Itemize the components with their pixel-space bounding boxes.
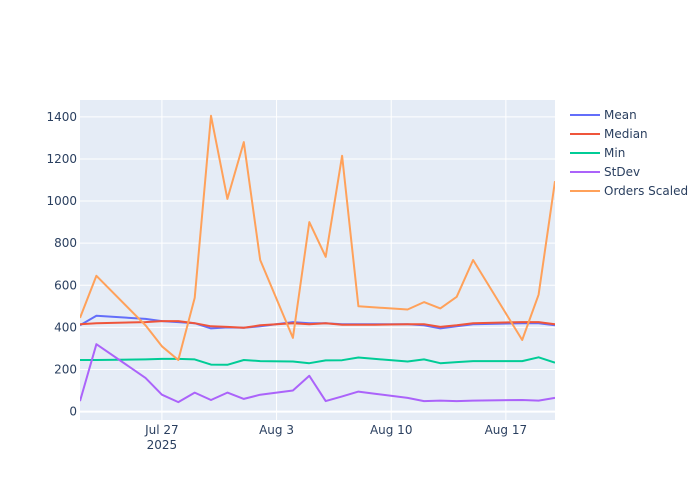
legend-item[interactable]: Median xyxy=(570,127,648,141)
y-tick-label: 1000 xyxy=(46,194,77,208)
y-tick-label: 800 xyxy=(54,236,77,250)
y-tick-label: 600 xyxy=(54,278,77,292)
legend-label: StDev xyxy=(604,165,640,179)
series-line-orders-scaled xyxy=(80,114,555,361)
series-lines xyxy=(80,114,555,404)
series-line-median xyxy=(80,320,555,329)
legend-item[interactable]: StDev xyxy=(570,165,640,179)
series-line-stdev xyxy=(80,343,555,404)
x-tick-label: Aug 10 xyxy=(370,423,413,437)
legend-item[interactable]: Min xyxy=(570,146,625,160)
plot-background xyxy=(80,100,555,420)
y-tick-label: 1200 xyxy=(46,152,77,166)
x-tick-sublabel: 2025 xyxy=(147,438,178,452)
legend-label: Median xyxy=(604,127,648,141)
y-axis-ticks: 0 200 400 600 800 1000 1200 1400 xyxy=(46,110,77,419)
legend-label: Min xyxy=(604,146,625,160)
y-tick-label: 0 xyxy=(69,405,77,419)
y-tick-label: 200 xyxy=(54,362,77,376)
legend: Mean Median Min StDev Orders Scaled xyxy=(570,108,688,198)
grid xyxy=(80,100,555,420)
y-tick-label: 400 xyxy=(54,320,77,334)
legend-label: Mean xyxy=(604,108,637,122)
legend-label: Orders Scaled xyxy=(604,184,688,198)
x-tick-label: Jul 27 xyxy=(144,423,179,437)
x-tick-label: Aug 17 xyxy=(485,423,528,437)
legend-item[interactable]: Orders Scaled xyxy=(570,184,688,198)
x-tick-label: Aug 3 xyxy=(259,423,294,437)
legend-item[interactable]: Mean xyxy=(570,108,637,122)
y-tick-label: 1400 xyxy=(46,110,77,124)
